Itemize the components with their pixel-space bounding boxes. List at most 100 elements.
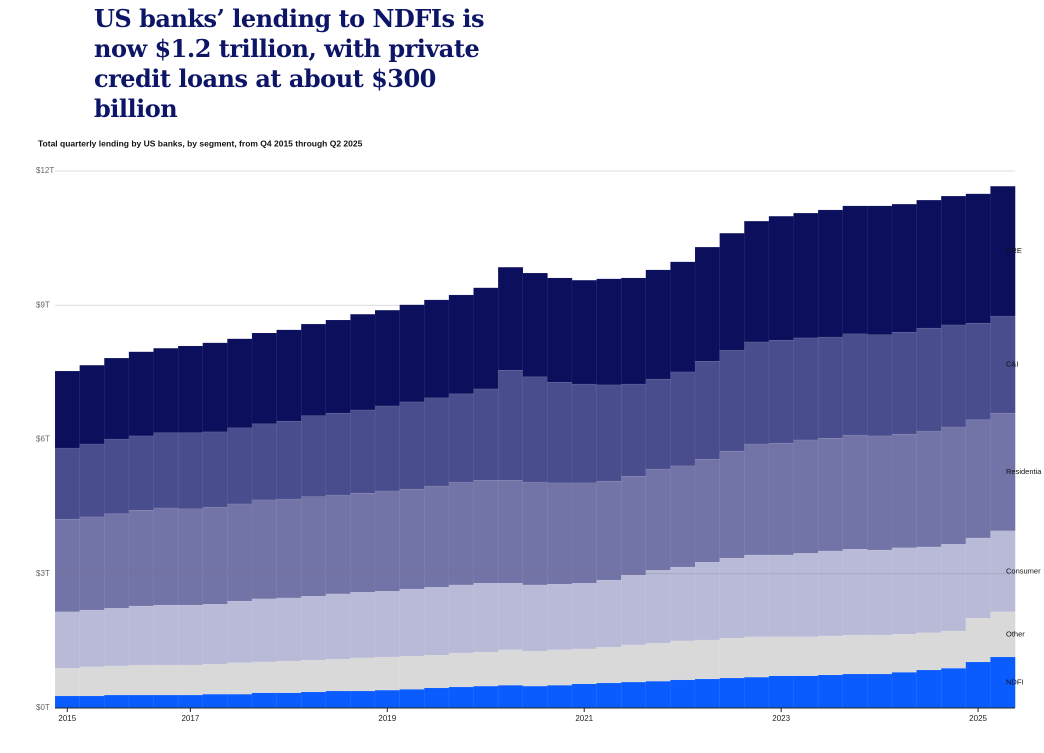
bar-segment	[719, 232, 745, 351]
bar-segment	[54, 518, 81, 613]
bar-segment	[177, 664, 204, 696]
bar-segment	[177, 345, 204, 434]
bar-segment	[965, 193, 991, 324]
bar-segment	[374, 490, 401, 592]
bar-segment	[842, 634, 868, 675]
bar-segment	[916, 199, 942, 329]
bar-segment	[842, 205, 868, 335]
bar-segment	[350, 313, 376, 411]
bar-segment	[891, 203, 918, 333]
bar-segment	[473, 685, 499, 709]
y-tick-label: $3T	[36, 569, 50, 578]
bar-segment	[423, 687, 450, 709]
bar-segment	[350, 492, 376, 593]
bar-segment	[645, 269, 671, 380]
bar-segment	[719, 677, 745, 709]
bar-segment	[399, 304, 425, 403]
bar-segment	[768, 636, 795, 677]
bar-segment	[300, 659, 327, 693]
bar-segment	[817, 336, 844, 439]
bar-segment	[842, 434, 868, 550]
bar-segment	[128, 435, 155, 511]
series-label: Other	[1006, 629, 1025, 638]
bar-segment	[374, 405, 401, 492]
bar-segment	[965, 419, 991, 539]
series-label: CRE	[1006, 246, 1022, 255]
bar-segment	[670, 566, 696, 642]
bar-segment	[374, 689, 401, 709]
overlay: 2015 2017 2019 2021 2023 2025 NDFI Other Consume…	[55, 246, 1042, 723]
bar-segment	[719, 450, 745, 559]
bar-segment	[448, 584, 475, 654]
bar-segment	[670, 679, 696, 709]
bar-segment	[300, 691, 327, 709]
bar-segment	[547, 684, 573, 709]
bar-segment	[227, 338, 253, 429]
bar-segment	[694, 561, 721, 641]
series-label: NDFI	[1006, 677, 1024, 686]
bar-segment	[300, 323, 327, 417]
bar-segment	[670, 261, 696, 373]
bar-segment	[103, 607, 130, 667]
bar-segment	[103, 357, 130, 440]
bar-segment	[251, 332, 278, 425]
bar-segment	[768, 554, 795, 638]
bar-segment	[399, 655, 425, 690]
bar-segment	[867, 673, 893, 709]
bar-segment	[842, 673, 868, 709]
bar-segment	[227, 600, 253, 664]
bar-segment	[350, 409, 376, 494]
bar-segment	[694, 458, 721, 563]
bar-segment	[793, 636, 819, 677]
bar-segment	[743, 341, 770, 445]
x-tick-label: 2021	[575, 714, 593, 723]
bar-segment	[620, 383, 647, 477]
bar-segment	[842, 333, 868, 436]
x-tick-label: 2019	[378, 714, 396, 723]
bar-segment	[940, 324, 967, 428]
bar-segment	[694, 639, 721, 680]
bar-segment	[325, 319, 351, 414]
bar-segment	[645, 468, 671, 571]
bar-segment	[571, 383, 598, 484]
series-label: Consumer	[1006, 566, 1041, 575]
bar-segment	[79, 695, 105, 709]
bar-segment	[891, 633, 918, 673]
bar-segment	[670, 371, 696, 467]
bar-segment	[497, 684, 524, 709]
bars: $0T $3T $6T $9T $12T	[36, 166, 1016, 712]
bar-segment	[867, 549, 893, 636]
bar-segment	[620, 681, 647, 709]
bar-segment	[571, 279, 598, 385]
x-tick-label: 2023	[772, 714, 790, 723]
bar-segment	[547, 482, 573, 585]
chart-subtitle: Total quarterly lending by US banks, by …	[38, 138, 363, 148]
bar-segment	[743, 636, 770, 678]
bar-segment	[768, 215, 795, 341]
bar-segment	[817, 209, 844, 338]
bar-segment	[54, 370, 81, 449]
bar-segment	[202, 342, 228, 433]
bar-segment	[423, 586, 450, 656]
bar-segment	[522, 650, 548, 687]
bar-segment	[153, 664, 179, 696]
bar-segment	[867, 435, 893, 551]
bar-segment	[547, 649, 573, 686]
bar-segment	[153, 347, 179, 434]
bar-segment	[522, 272, 548, 378]
bar-segment	[473, 479, 499, 584]
bar-segment	[916, 632, 942, 671]
bar-segment	[79, 364, 105, 445]
bar-segment	[842, 548, 868, 636]
bar-segment	[916, 327, 942, 432]
bar-segment	[990, 656, 1016, 709]
bar-segment	[793, 675, 819, 709]
bar-segment	[571, 683, 598, 709]
bar-segment	[990, 530, 1016, 613]
bar-segment	[128, 694, 155, 709]
bar-segment	[54, 667, 81, 697]
bar-segment	[645, 680, 671, 709]
bar-segment	[448, 294, 475, 395]
y-tick-label: $6T	[36, 435, 50, 444]
